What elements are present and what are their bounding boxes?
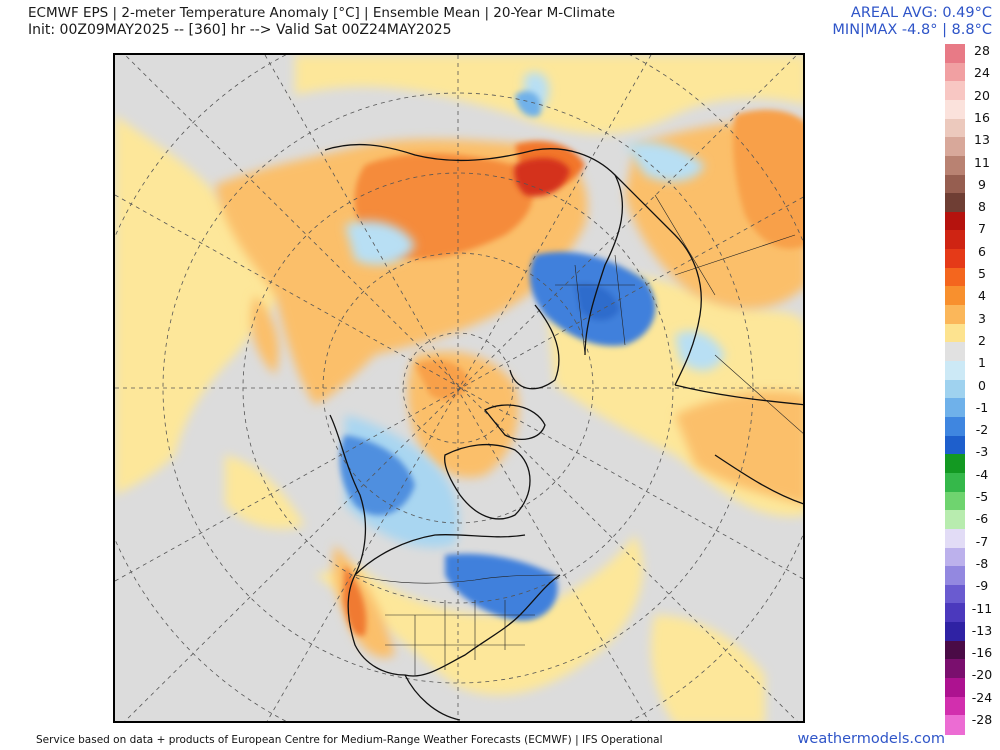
colorbar-label: -28 bbox=[971, 712, 993, 727]
colorbar-swatch bbox=[945, 547, 965, 567]
colorbar-label: -3 bbox=[975, 444, 989, 460]
colorbar-label: 20 bbox=[974, 87, 990, 103]
colorbar-swatch bbox=[945, 603, 965, 623]
colorbar-swatch bbox=[945, 416, 965, 437]
map-valid-time: Init: 00Z09MAY2025 -- [360] hr --> Valid… bbox=[28, 22, 452, 38]
min-max-readout: MIN|MAX -4.8° | 8.8°C bbox=[832, 22, 992, 38]
colorbar-label: 16 bbox=[974, 109, 990, 125]
colorbar-label: -13 bbox=[971, 622, 993, 638]
colorbar-swatch bbox=[945, 622, 965, 642]
colorbar-swatch bbox=[945, 696, 965, 716]
colorbar-swatch bbox=[945, 118, 965, 138]
colorbar-label: 1 bbox=[978, 355, 986, 371]
political-borders bbox=[354, 194, 803, 675]
colorbar-label: 24 bbox=[974, 65, 990, 81]
colorbar-label: 0 bbox=[978, 377, 986, 393]
colorbar-label: -4 bbox=[975, 466, 989, 482]
colorbar-swatch bbox=[945, 454, 965, 474]
colorbar-label: -1 bbox=[975, 399, 989, 415]
map-canvas bbox=[115, 55, 803, 721]
colorbar-swatch bbox=[945, 230, 965, 250]
colorbar-swatch bbox=[945, 99, 965, 120]
colorbar-swatch bbox=[945, 715, 965, 735]
data-credit: Service based on data + products of Euro… bbox=[36, 734, 663, 746]
colorbar-label: -11 bbox=[971, 600, 993, 616]
coastlines bbox=[324, 143, 803, 721]
colorbar-swatch bbox=[945, 323, 965, 343]
colorbar-label: -20 bbox=[971, 667, 993, 683]
colorbar-swatch bbox=[945, 286, 965, 306]
colorbar-label: -8 bbox=[975, 555, 989, 571]
colorbar-swatch bbox=[945, 62, 965, 82]
colorbar-swatch bbox=[945, 659, 965, 679]
colorbar bbox=[945, 44, 965, 735]
colorbar-label: 13 bbox=[974, 132, 990, 148]
colorbar-swatch bbox=[945, 398, 965, 418]
colorbar-swatch bbox=[945, 528, 965, 549]
colorbar-label: -2 bbox=[975, 422, 989, 438]
colorbar-label: 11 bbox=[974, 154, 990, 170]
colorbar-swatch bbox=[945, 379, 965, 399]
colorbar-label: 5 bbox=[978, 266, 986, 281]
colorbar-label: 3 bbox=[978, 310, 986, 326]
site-link[interactable]: weathermodels.com bbox=[797, 731, 945, 747]
colorbar-swatch bbox=[945, 249, 965, 269]
strong-cold-areas bbox=[339, 91, 656, 621]
colorbar-swatch bbox=[945, 566, 965, 586]
colorbar-label: -9 bbox=[975, 578, 989, 594]
colorbar-swatch bbox=[945, 342, 965, 362]
colorbar-swatch bbox=[945, 267, 965, 288]
colorbar-swatch bbox=[945, 44, 965, 64]
colorbar-label: 6 bbox=[978, 243, 986, 259]
colorbar-swatch bbox=[945, 472, 965, 493]
colorbar-swatch bbox=[945, 174, 965, 194]
colorbar-label: -16 bbox=[971, 645, 993, 661]
colorbar-swatch bbox=[945, 584, 965, 605]
colorbar-swatch bbox=[945, 305, 965, 325]
colorbar-label: 2 bbox=[978, 332, 986, 348]
colorbar-label: 9 bbox=[978, 176, 986, 192]
colorbar-label: -6 bbox=[975, 511, 989, 527]
areal-average: AREAL AVG: 0.49°C bbox=[850, 5, 992, 21]
colorbar-swatch bbox=[945, 81, 965, 101]
colorbar-swatch bbox=[945, 678, 965, 698]
colorbar-swatch bbox=[945, 640, 965, 660]
colorbar-swatch bbox=[945, 137, 965, 157]
colorbar-label: 4 bbox=[978, 288, 986, 304]
colorbar-label: 8 bbox=[978, 199, 986, 215]
colorbar-swatch bbox=[945, 211, 965, 232]
map-title: ECMWF EPS | 2-meter Temperature Anomaly … bbox=[28, 5, 616, 21]
colorbar-swatch bbox=[945, 491, 965, 511]
colorbar-swatch bbox=[945, 361, 965, 381]
hot-core-siberia bbox=[514, 158, 570, 197]
colorbar-label: -5 bbox=[975, 489, 989, 504]
colorbar-label: 28 bbox=[974, 43, 990, 58]
graticule bbox=[115, 55, 803, 721]
colorbar-swatch bbox=[945, 435, 965, 455]
colorbar-swatch bbox=[945, 510, 965, 530]
colorbar-swatch bbox=[945, 193, 965, 213]
colorbar-label: 7 bbox=[978, 221, 986, 237]
colorbar-label: -7 bbox=[975, 533, 989, 549]
anomaly-map bbox=[113, 53, 805, 723]
colorbar-label: -24 bbox=[971, 689, 993, 705]
colorbar-swatch bbox=[945, 155, 965, 176]
